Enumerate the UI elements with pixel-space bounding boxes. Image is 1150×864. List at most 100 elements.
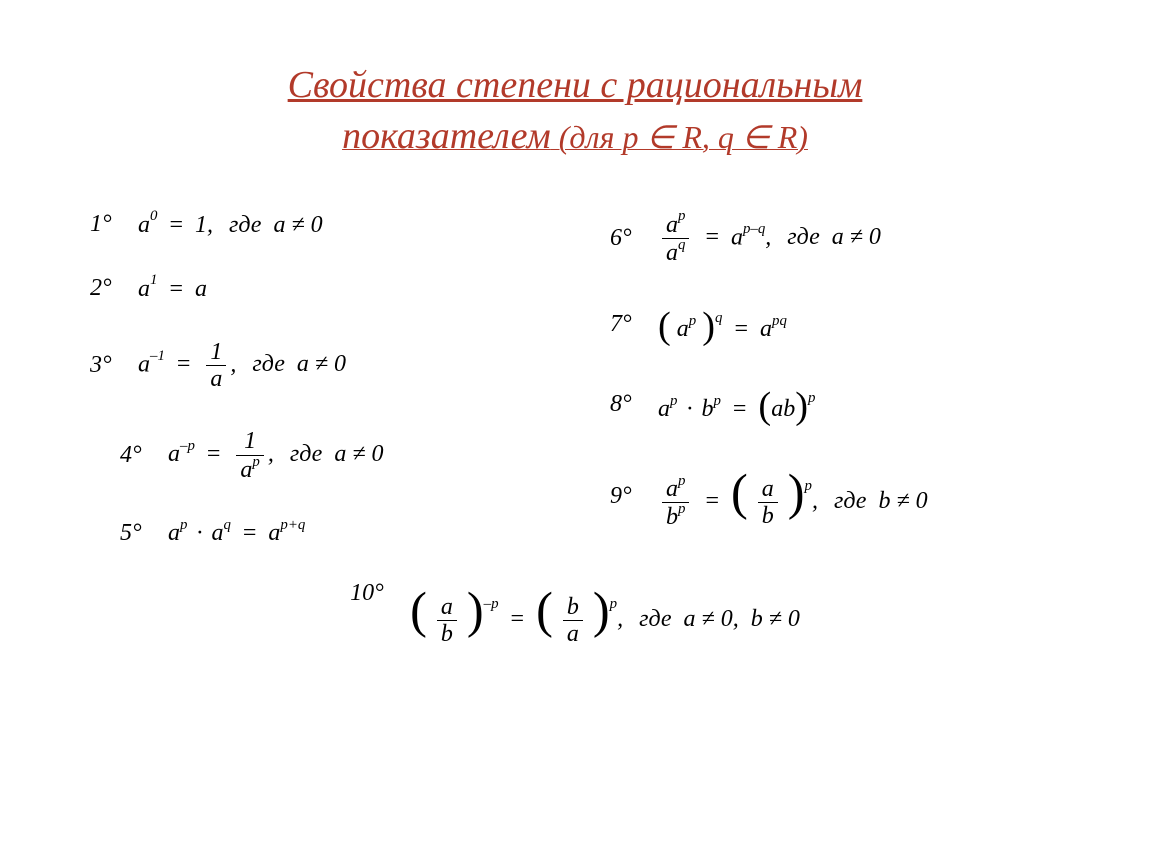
sup: –1 — [150, 348, 165, 364]
prop-8: 8° ap · bp = (ab)p — [610, 382, 1100, 426]
dot: · — [686, 396, 692, 422]
prop-4: 4° a–p = 1 ap , где a ≠ 0 — [120, 428, 580, 483]
prop-num: 8° — [610, 391, 658, 418]
prop-num: 10° — [350, 580, 410, 647]
fraction: ap aq — [662, 211, 689, 267]
prop-9: 9° ap bp = ( a b )p, — [610, 462, 1100, 530]
rhs-sup: p–q — [743, 221, 765, 237]
frac-den: a — [206, 366, 226, 392]
prop-num: 1° — [90, 211, 138, 238]
eq-sign: = — [705, 488, 719, 514]
slide-title: Свойства степени с рациональным показате… — [50, 60, 1100, 163]
prop-math: ap · aq = ap+q — [168, 519, 305, 547]
rhs-inner: ab — [771, 396, 795, 422]
frac-num: 1 — [206, 339, 226, 365]
where-label: где — [252, 351, 284, 377]
base: a — [138, 351, 150, 377]
eq-sign: = — [177, 351, 191, 377]
where-label: где — [290, 441, 322, 467]
prop-num: 7° — [610, 311, 658, 338]
fn-base: a — [666, 476, 678, 502]
where-cond: где b ≠ 0 — [834, 488, 928, 514]
prop-3: 3° a–1 = 1 a , где a ≠ 0 — [90, 339, 580, 393]
where-cond: где a ≠ 0, b ≠ 0 — [639, 606, 800, 632]
sup: 0 — [150, 208, 157, 224]
rhs: a — [195, 276, 207, 302]
column-left: 1° a0 = 1, где a ≠ 0 2° a1 = a — [50, 193, 580, 566]
prop-num: 2° — [90, 275, 138, 302]
sup: 1 — [150, 272, 157, 288]
cond-b: b ≠ 0 — [751, 606, 800, 632]
fd-sup: p — [678, 501, 685, 517]
frac-num: 1 — [240, 428, 260, 454]
rhs: 1 — [195, 212, 207, 238]
fraction-left: a b — [437, 594, 457, 648]
cond-text: a ≠ 0 — [297, 351, 346, 377]
fd-base: b — [666, 504, 678, 530]
eq-sign: = — [705, 224, 719, 250]
prop-num: 4° — [120, 442, 168, 469]
base: a — [168, 441, 180, 467]
out-sup: q — [715, 310, 722, 326]
rparen: ) — [702, 305, 715, 347]
where-label: где — [834, 488, 866, 514]
prop-num: 3° — [90, 352, 138, 379]
prop-1: 1° a0 = 1, где a ≠ 0 — [90, 211, 580, 239]
eq-sign: = — [169, 276, 183, 302]
where-label: где — [639, 606, 671, 632]
prop-math: a1 = a — [138, 275, 207, 303]
cond-text: a ≠ 0 — [334, 441, 383, 467]
fraction-right: a b — [758, 476, 778, 530]
fraction: 1 ap — [236, 428, 263, 483]
lparen: ( — [731, 464, 748, 520]
t1-base: a — [658, 396, 670, 422]
t2-base: a — [211, 520, 223, 546]
t1-sup: p — [180, 517, 187, 533]
fn-sup: p — [678, 208, 685, 224]
eq-sign: = — [207, 441, 221, 467]
fd-base: a — [666, 240, 678, 266]
prop-7: 7° ( ap )q = apq — [610, 302, 1100, 346]
where-cond: где a ≠ 0 — [290, 441, 384, 467]
dot: · — [196, 520, 202, 546]
rhs-sup: p+q — [280, 517, 305, 533]
prop-math: ap · bp = (ab)p — [658, 382, 815, 426]
rhs-sup: p — [808, 390, 815, 406]
prop-5: 5° ap · aq = ap+q — [120, 519, 580, 547]
title-line2-sub: (для р ∈ R, q ∈ R) — [551, 119, 808, 155]
den-sup: p — [252, 454, 259, 470]
r-den: a — [563, 621, 583, 647]
rparen-left: ) — [467, 582, 484, 638]
rhs-base: a — [731, 224, 743, 250]
t2-base: b — [701, 396, 713, 422]
prop-math: ap aq = ap–q, где a ≠ 0 — [658, 211, 881, 267]
cond-text: a ≠ 0 — [832, 224, 881, 250]
t2-sup: q — [223, 517, 230, 533]
prop-10: 10° ( a b )–p = ( b a )p, где a ≠ 0, b ≠… — [50, 580, 1100, 647]
cond-a: a ≠ 0 — [684, 606, 733, 632]
rparen: ) — [795, 385, 808, 427]
lparen-left: ( — [410, 582, 427, 638]
prop-num: 6° — [610, 225, 658, 252]
lparen-right: ( — [536, 582, 553, 638]
r-num: b — [563, 594, 583, 620]
prop-math: ap bp = ( a b )p, где b ≠ 0 — [658, 462, 928, 530]
in-base: a — [677, 316, 689, 342]
title-line1: Свойства степени с рациональным — [50, 60, 1100, 111]
prop-math: a–p = 1 ap , где a ≠ 0 — [168, 428, 383, 483]
base: a — [138, 276, 150, 302]
lparen: ( — [658, 305, 671, 347]
l-den: b — [437, 621, 457, 647]
slide: Свойства степени с рациональным показате… — [0, 0, 1150, 864]
frac-den: aq — [662, 239, 689, 266]
den-base: a — [240, 457, 252, 483]
prop-math: a–1 = 1 a , где a ≠ 0 — [138, 339, 346, 393]
cond-text: b ≠ 0 — [878, 488, 927, 514]
rparen: ) — [788, 464, 805, 520]
cond-text: a ≠ 0 — [273, 212, 322, 238]
prop-math: a0 = 1, где a ≠ 0 — [138, 211, 323, 239]
eq-sign: = — [243, 520, 257, 546]
frac-den: bp — [662, 503, 689, 530]
eq-sign: = — [734, 316, 748, 342]
in-sup: p — [689, 313, 696, 329]
